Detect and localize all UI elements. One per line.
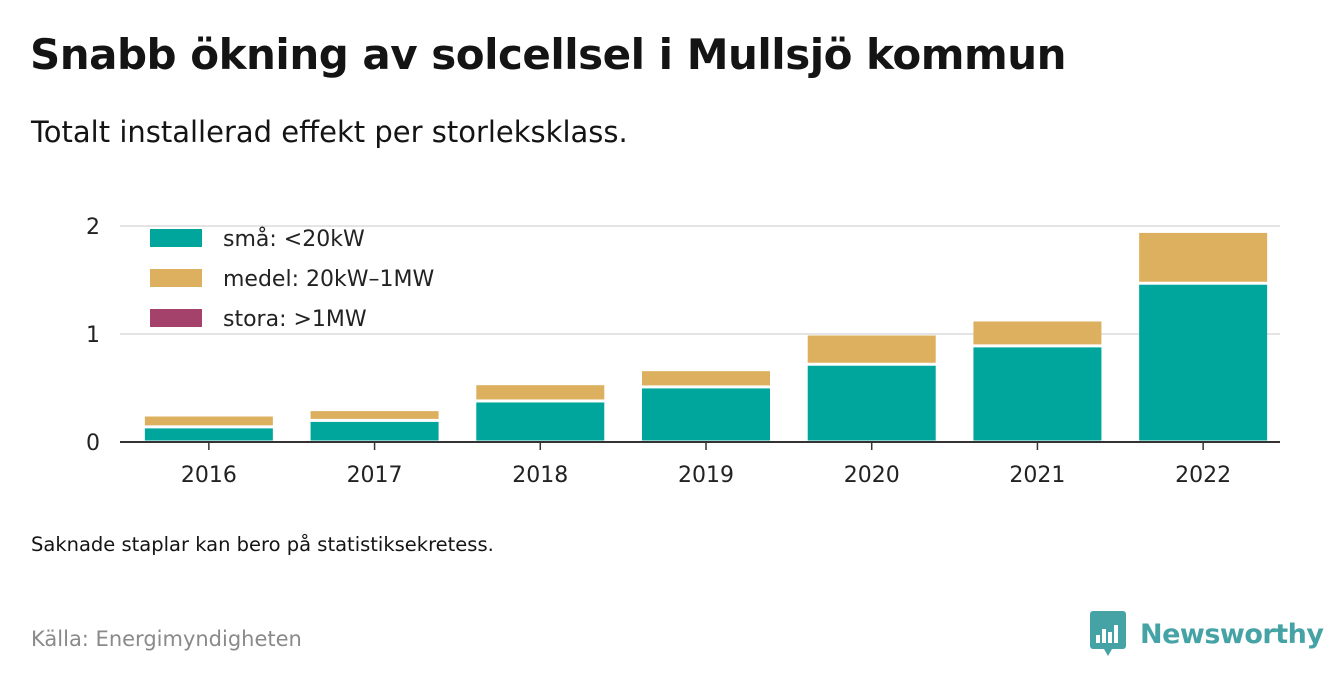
footnote: Saknade staplar kan bero på statistiksek…: [31, 533, 494, 556]
legend-label: medel: 20kW–1MW: [223, 267, 434, 292]
bar-segment: [144, 416, 273, 426]
legend-swatch: [150, 309, 202, 327]
bar-segment: [973, 347, 1102, 441]
bar-segment: [1139, 232, 1268, 282]
newsworthy-bar-chart-badge-icon: [1090, 611, 1126, 656]
legend-swatch: [150, 269, 202, 287]
bar-segment: [310, 421, 439, 441]
x-tick-label: 2019: [678, 463, 734, 488]
chart-subtitle: Totalt installerad effekt per storlekskl…: [31, 115, 628, 149]
source-credit: Källa: Energimyndigheten: [31, 627, 302, 651]
bar-segment: [1139, 284, 1268, 441]
brand-logo: Newsworthy: [1090, 611, 1324, 657]
y-tick-label: 0: [86, 431, 100, 456]
bar-segment: [642, 388, 770, 441]
bar-segment: [642, 371, 770, 386]
legend-swatch: [150, 229, 202, 247]
x-tick-label: 2016: [181, 463, 237, 488]
bar-segment: [144, 428, 273, 441]
bar-segment: [476, 385, 605, 400]
bar-segment: [807, 365, 936, 441]
y-tick-label: 2: [86, 215, 100, 240]
bar-segment: [476, 402, 605, 441]
bar-segment: [310, 411, 439, 419]
chart-title: Snabb ökning av solcellsel i Mullsjö kom…: [30, 30, 1067, 79]
x-tick-label: 2017: [347, 463, 403, 488]
x-tick-label: 2022: [1175, 463, 1231, 488]
bar-segment: [973, 321, 1102, 345]
x-tick-label: 2021: [1009, 463, 1065, 488]
x-tick-label: 2020: [844, 463, 900, 488]
legend-label: små: <20kW: [223, 226, 365, 252]
stacked-bar-chart: 0 1 2 2016 2017 2018 2019 2020 2021 2022 små: <20k…: [86, 215, 1280, 488]
x-tick-label: 2018: [512, 463, 568, 488]
legend-label: stora: >1MW: [223, 307, 367, 332]
y-tick-label: 1: [86, 323, 100, 348]
brand-name: Newsworthy: [1140, 618, 1324, 650]
bar-segment: [807, 335, 936, 363]
